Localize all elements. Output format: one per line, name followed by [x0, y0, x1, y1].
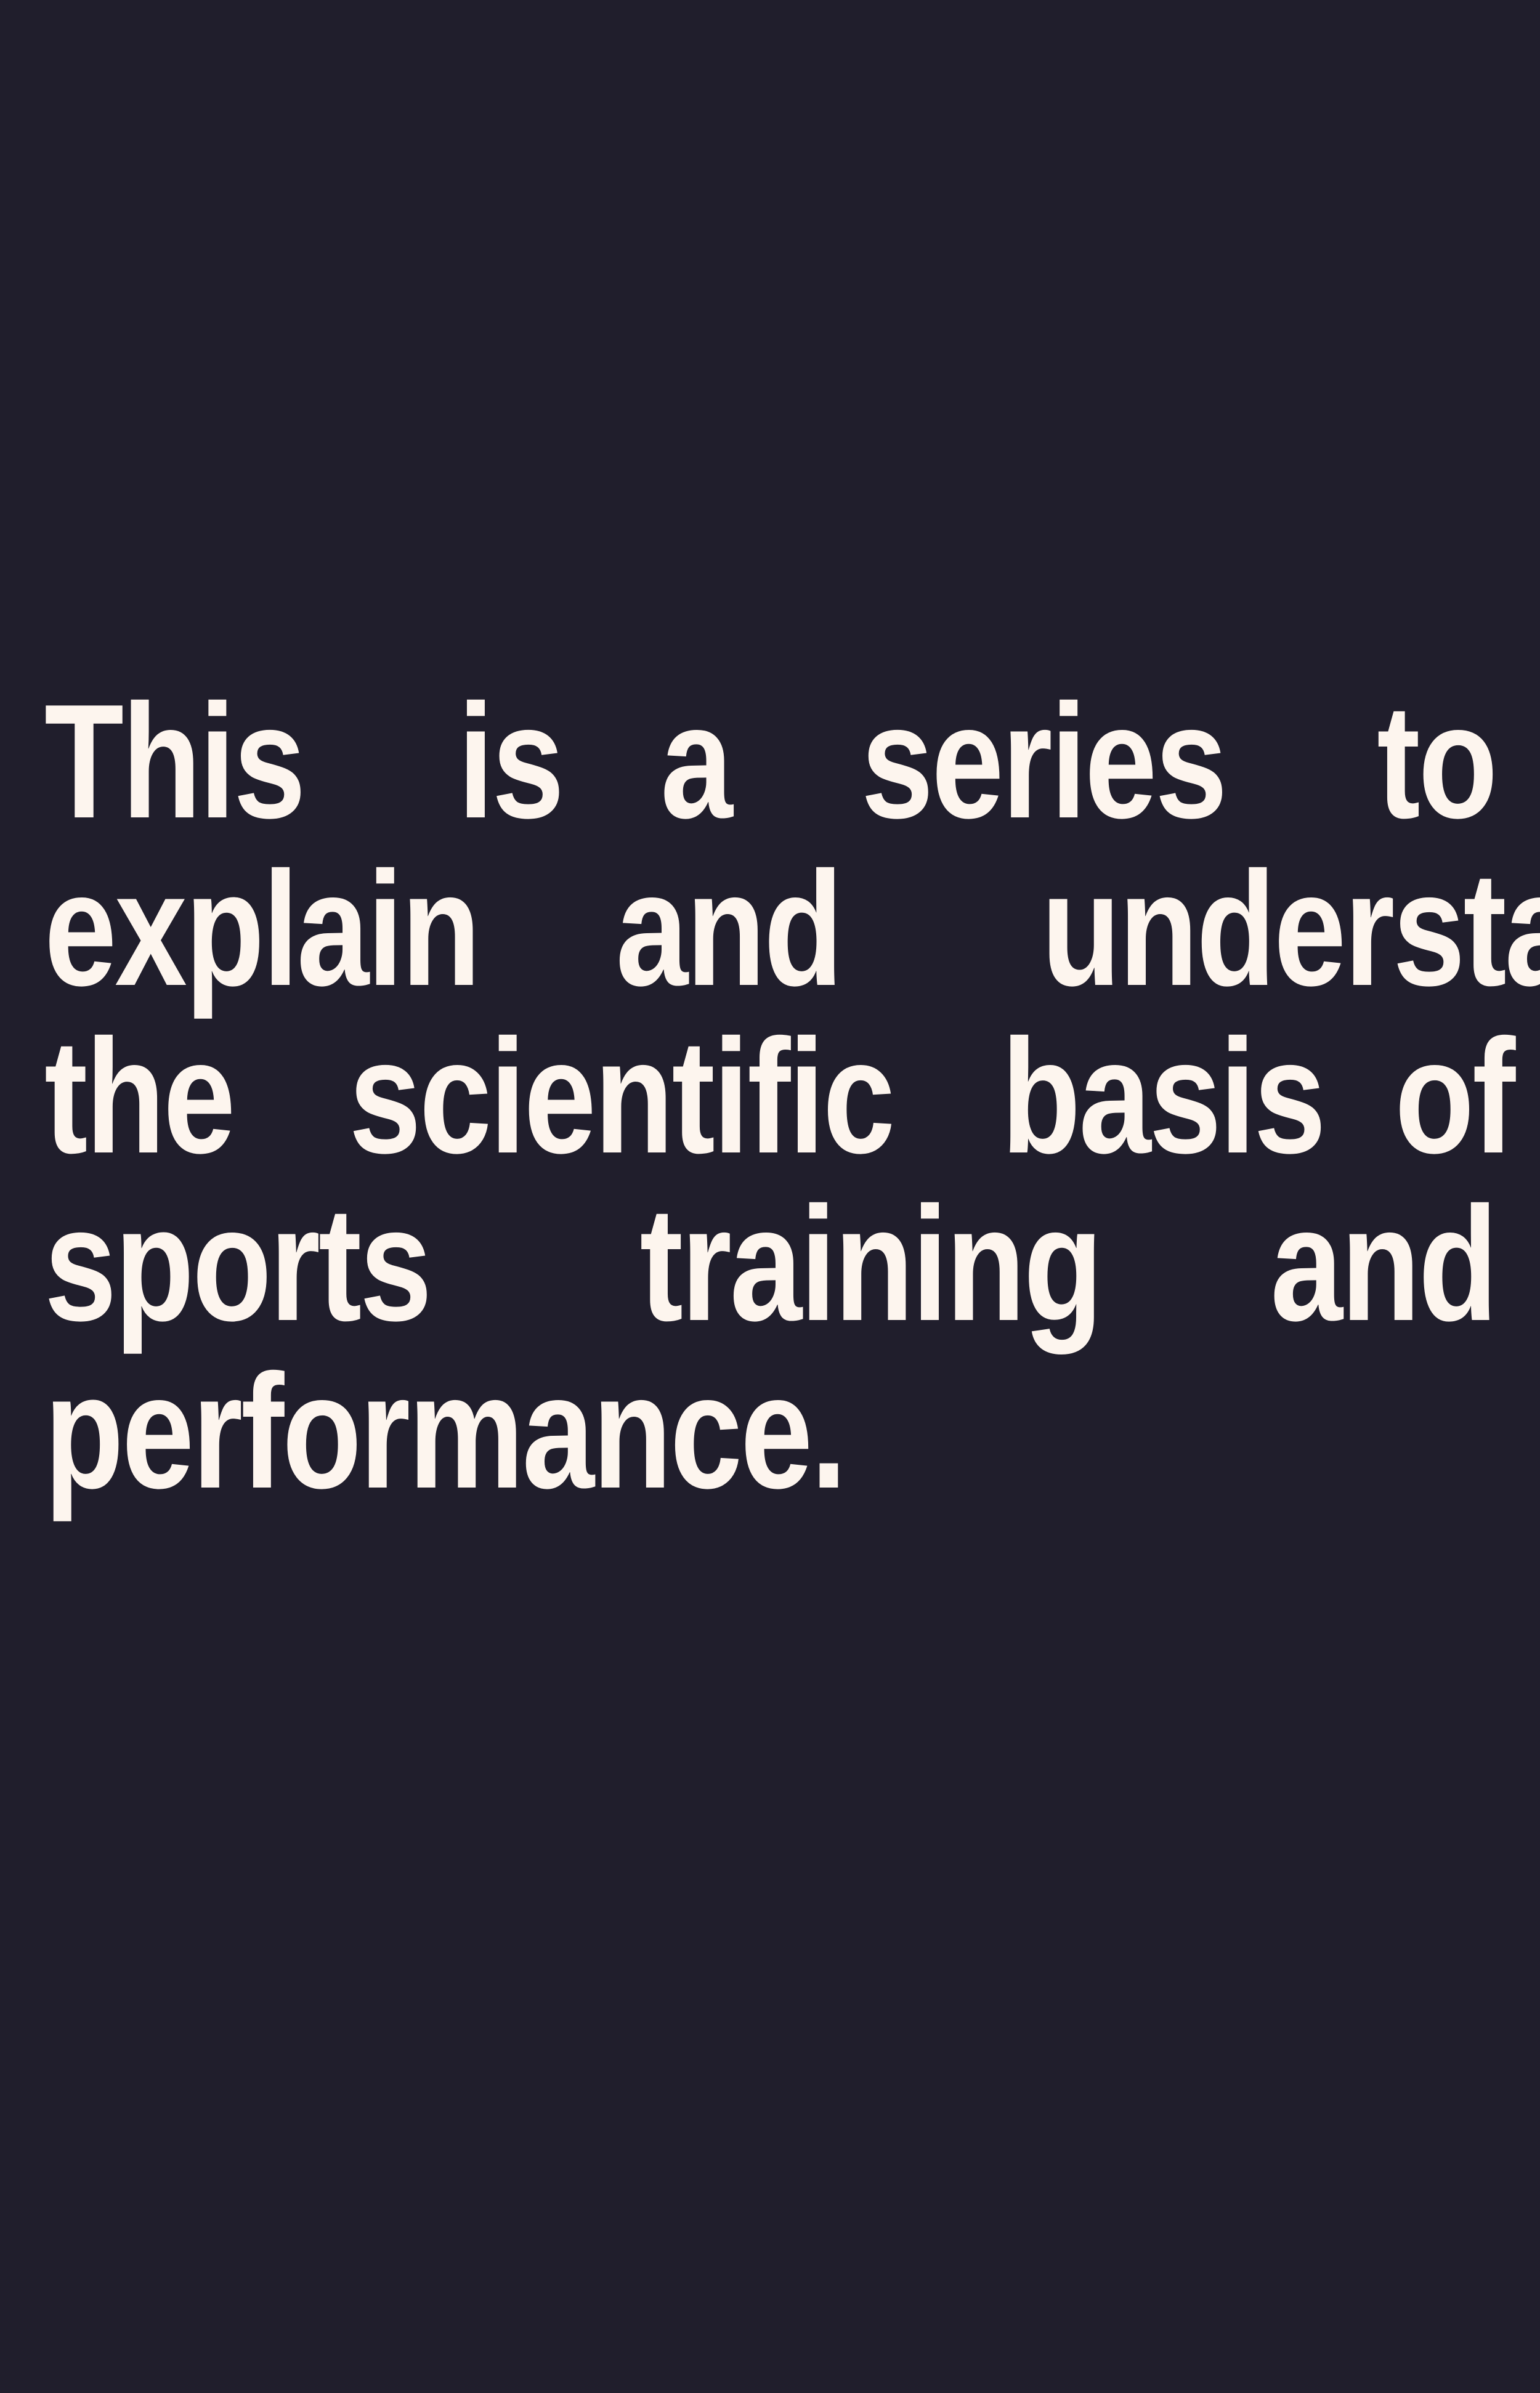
text-line-2: explain and understand — [44, 838, 1540, 1019]
intro-text: This is a series to explain and understa… — [44, 670, 1540, 1515]
word: This — [44, 670, 306, 852]
word: scientific — [349, 1005, 895, 1187]
word: and — [1270, 1173, 1497, 1354]
word: explain — [44, 838, 481, 1019]
text-line-4: sports training and — [44, 1173, 1497, 1354]
word: sports — [44, 1173, 432, 1354]
word: series — [861, 670, 1228, 852]
word: the — [44, 1005, 235, 1187]
word: performance. — [44, 1340, 847, 1522]
text-line-1: This is a series to — [44, 670, 1497, 852]
word: understand — [1041, 838, 1540, 1019]
word: a — [660, 670, 732, 852]
word: basis — [1001, 1005, 1326, 1187]
text-line-3: the scientific basis of — [44, 1005, 1515, 1187]
word: is — [458, 670, 564, 852]
word: training — [639, 1173, 1103, 1354]
word: to — [1377, 670, 1497, 852]
text-line-5: performance. — [44, 1348, 1496, 1515]
word: and — [615, 838, 843, 1019]
word: of — [1394, 1005, 1515, 1187]
